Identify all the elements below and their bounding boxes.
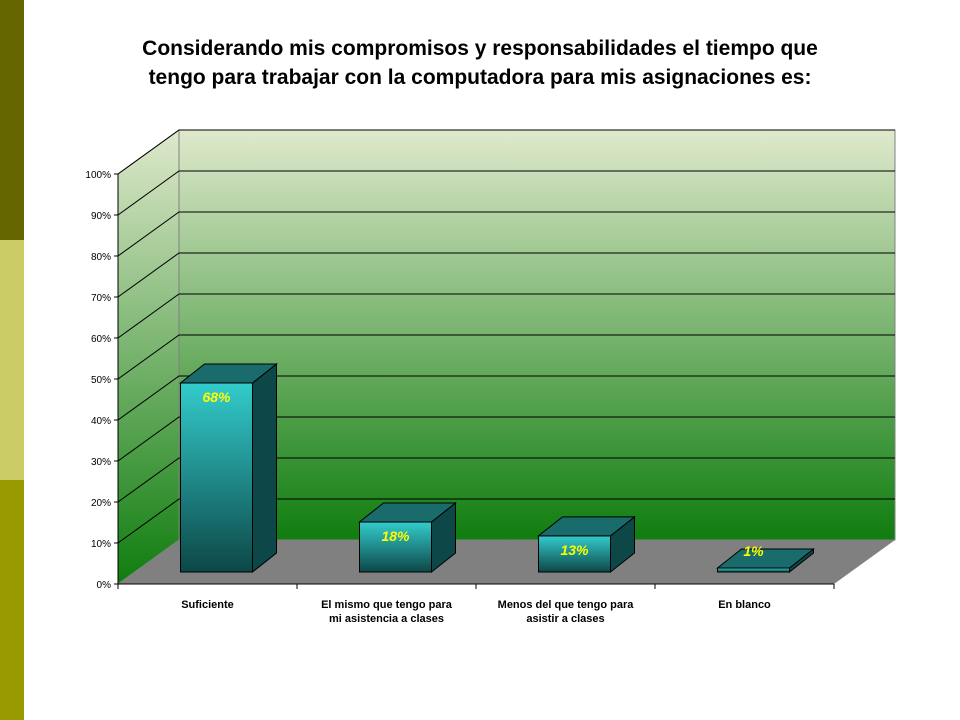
bar-front [717,567,790,573]
x-category-label: El mismo que tengo para [321,599,453,611]
bar-side [252,362,277,574]
gridline [117,334,895,380]
gridline [117,129,895,175]
bar-front [538,535,611,573]
bar-group [358,501,457,574]
gridline [117,457,895,503]
bar-top [716,548,815,569]
side-strip-dark [0,0,24,240]
y-tick-label: 40% [91,416,111,427]
gridline [117,170,895,216]
x-category-label: asistir a clases [526,613,604,625]
bar-front [359,521,432,573]
bar-top [537,516,636,537]
y-tick-label: 80% [91,252,111,263]
side-strip-olive [0,480,24,720]
gridline [117,252,895,298]
y-tick-label: 0% [97,580,112,591]
y-tick-label: 70% [91,293,111,304]
bar-top [179,363,278,384]
gridline [117,293,895,339]
x-category-label: Suficiente [181,599,234,611]
bar-front [180,382,253,573]
gridline [117,416,895,462]
bar-group [537,515,636,574]
slide-title-line-2: tengo para trabajar con la computadora p… [148,66,812,89]
side-strip-light [0,240,24,480]
x-category-label: En blanco [718,599,771,611]
gridline [117,375,895,421]
x-category-label: mi asistencia a clases [329,613,444,625]
chart-floor [118,540,895,584]
slide-title: Considerando mis compromisos y responsab… [100,34,860,92]
data-label: 13% [560,542,589,558]
y-tick-label: 10% [91,539,111,550]
bar-top [358,502,457,523]
x-category-label: Menos del que tengo para [498,599,635,611]
data-label: 1% [743,543,764,559]
data-label: 68% [202,389,231,405]
y-tick-label: 90% [91,211,111,222]
y-tick-label: 30% [91,457,111,468]
y-tick-label: 50% [91,375,111,386]
bar-group [179,362,278,574]
y-tick-label: 60% [91,334,111,345]
data-label: 18% [381,528,410,544]
slide-title-line-1: Considerando mis compromisos y responsab… [142,37,818,60]
y-tick-label: 100% [85,170,111,181]
bar-group [716,547,815,574]
y-tick-label: 20% [91,498,111,509]
gridline [117,211,895,257]
gridline [117,498,895,544]
